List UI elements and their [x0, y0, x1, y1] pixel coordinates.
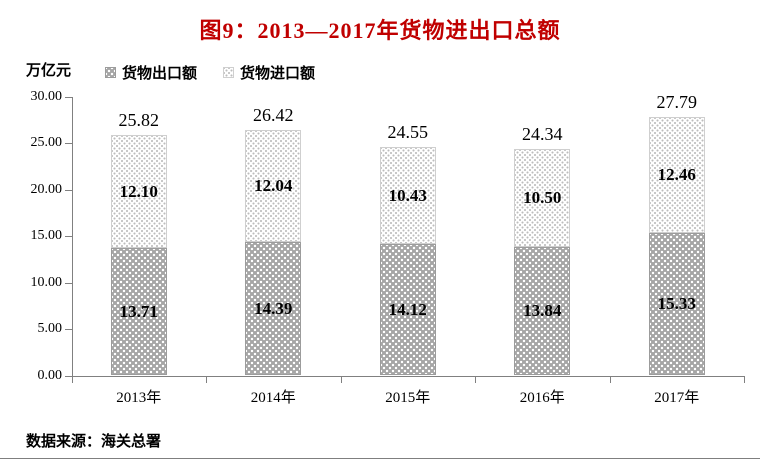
bar-segment-imports-2013年: 12.10 [110, 135, 167, 248]
total-value-label: 25.82 [118, 110, 160, 131]
x-category-label: 2016年 [519, 390, 565, 406]
import-pattern-swatch-icon [223, 67, 235, 78]
y-tick-label: 25.00 [30, 135, 63, 150]
bar-segment-exports-2016年: 13.84 [514, 246, 571, 376]
source-note: 数据来源：海关总署 [26, 433, 162, 450]
legend-label-exports: 货物出口额 [122, 65, 198, 82]
legend-item-imports: 货物进口额 [223, 62, 315, 83]
legend-item-exports: 货物出口额 [105, 62, 197, 83]
x-tick-mark [71, 375, 73, 383]
y-tick-label: 0.00 [37, 367, 63, 383]
y-tick-mark [64, 143, 72, 144]
bar-segment-exports-2014年: 14.39 [245, 241, 302, 376]
y-tick-label: 15.00 [30, 228, 63, 243]
export-value-label: 13.84 [523, 301, 562, 321]
legend-label-imports: 货物进口额 [240, 65, 316, 82]
x-category-label: 2013年 [116, 390, 162, 406]
bar-segment-exports-2013年: 13.71 [110, 247, 167, 376]
y-tick-label: 20.00 [30, 181, 63, 197]
y-axis-line [71, 96, 73, 377]
x-tick-mark [744, 375, 745, 383]
x-tick-mark [206, 375, 207, 383]
import-value-label: 12.04 [254, 175, 293, 195]
y-tick-label: 30.00 [30, 88, 63, 104]
y-tick-mark [64, 375, 72, 377]
y-axis-unit-label: 万亿元 [26, 62, 72, 79]
y-tick-label: 10.00 [30, 274, 63, 290]
import-value-label: 10.50 [523, 187, 562, 207]
y-tick-mark [64, 282, 72, 284]
x-axis-line [71, 375, 745, 377]
export-value-label: 14.12 [388, 299, 427, 319]
export-pattern-swatch-icon [105, 67, 116, 78]
x-tick-mark [609, 375, 611, 383]
total-value-label: 24.34 [522, 124, 563, 145]
bar-segment-imports-2014年: 12.04 [245, 129, 302, 242]
y-tick-mark [64, 329, 72, 330]
bar-segment-exports-2015年: 14.12 [379, 244, 436, 376]
chart-title: 图9：2013—2017年货物进出口总额 [199, 18, 561, 43]
import-value-label: 10.43 [388, 185, 427, 205]
export-value-label: 13.71 [119, 301, 158, 321]
x-tick-mark [340, 375, 342, 383]
bar-segment-imports-2016年: 10.50 [514, 149, 571, 247]
bar-segment-exports-2017年: 15.33 [648, 232, 705, 376]
x-tick-mark [475, 375, 476, 383]
x-category-label: 2014年 [250, 390, 296, 406]
y-tick-label: 5.00 [37, 321, 63, 336]
bar-segment-imports-2015年: 10.43 [379, 147, 436, 245]
chart-legend: 货物出口额 货物进口额 [105, 62, 315, 83]
x-category-label: 2017年 [654, 390, 700, 406]
import-value-label: 12.46 [657, 164, 696, 184]
import-value-label: 12.10 [119, 181, 158, 201]
x-category-label: 2015年 [385, 390, 431, 406]
y-tick-mark [64, 96, 72, 98]
export-value-label: 15.33 [657, 294, 696, 314]
y-tick-mark [64, 236, 72, 237]
y-tick-mark [64, 189, 72, 191]
bar-segment-imports-2017年: 12.46 [648, 117, 705, 233]
total-value-label: 24.55 [387, 122, 429, 143]
bottom-divider [0, 458, 760, 459]
total-value-label: 27.79 [656, 92, 698, 113]
total-value-label: 26.42 [253, 104, 294, 125]
export-value-label: 14.39 [254, 298, 293, 318]
